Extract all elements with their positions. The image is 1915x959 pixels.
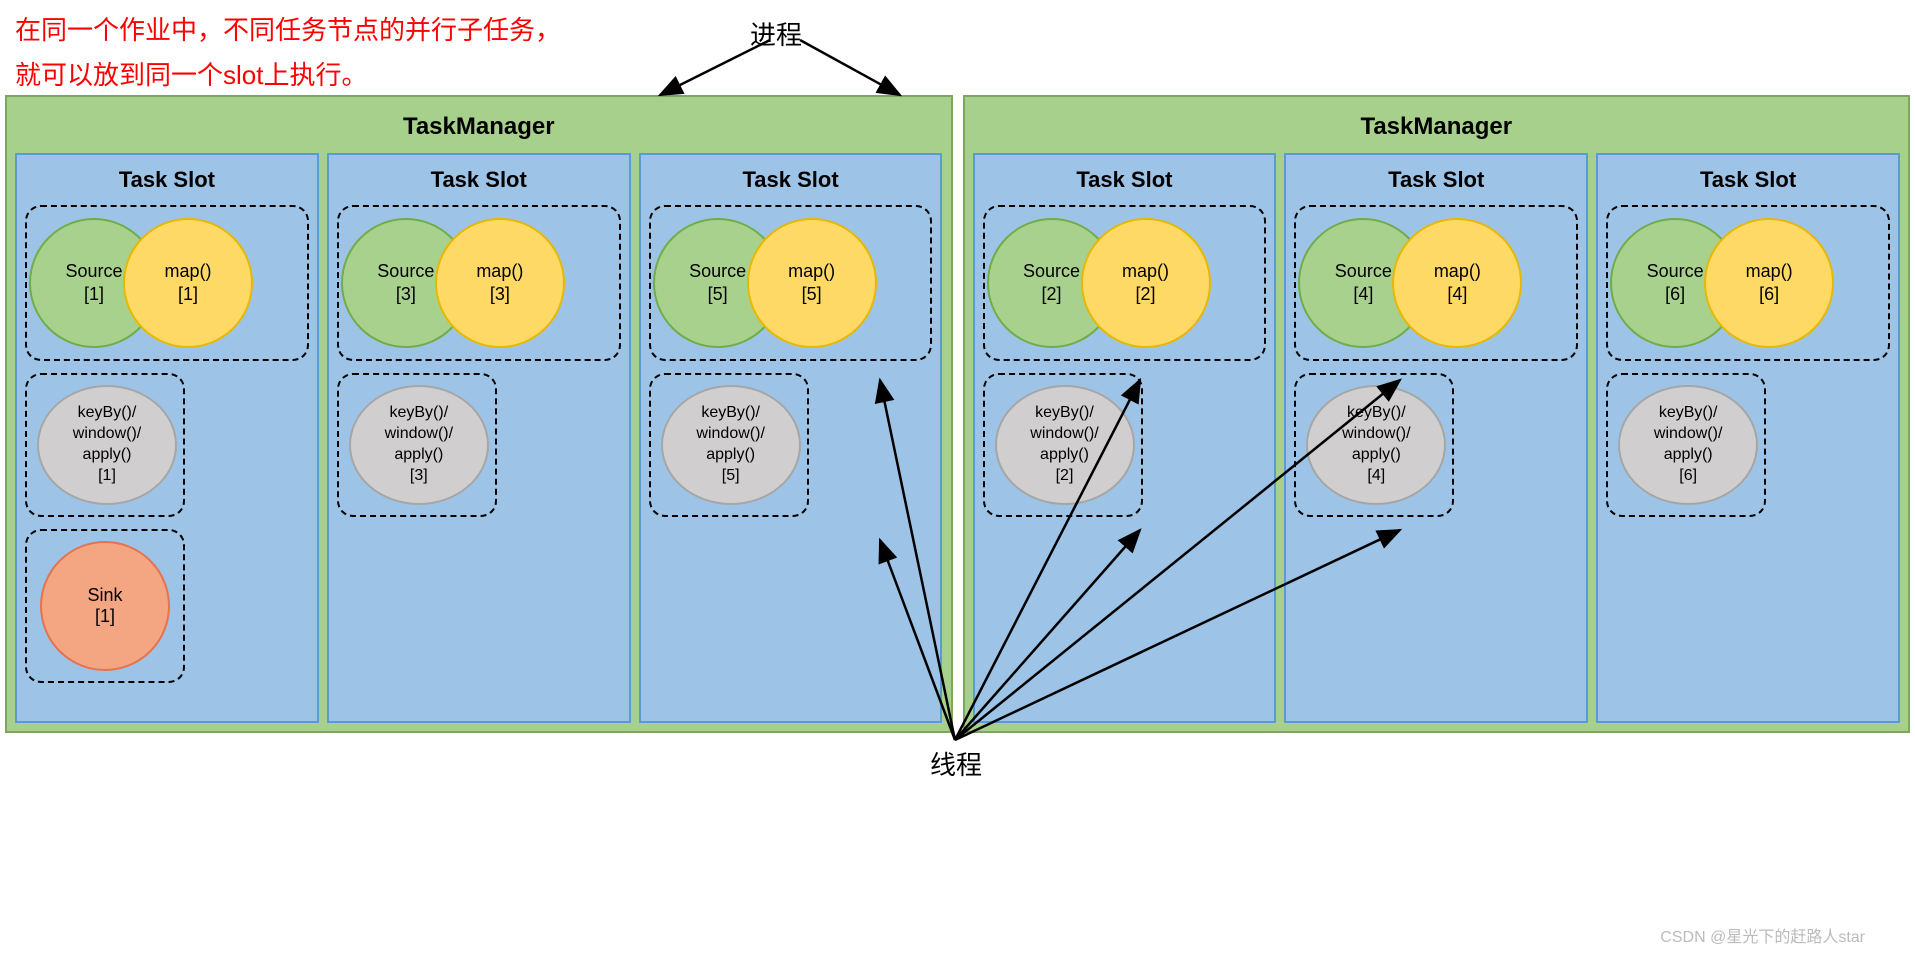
keyby-1: keyBy()/window()/apply()[1] [37, 385, 177, 505]
thread-label: 线程 [930, 745, 982, 782]
keyby-5: keyBy()/window()/apply()[5] [661, 385, 801, 505]
tm2-title: TaskManager [973, 105, 1901, 153]
slot1-sink-box: Sink[1] [25, 529, 185, 683]
slot4-title: Task Slot [1294, 163, 1578, 205]
slot2-title: Task Slot [983, 163, 1267, 205]
task-slot-2: Task Slot Source[2] map()[2] keyBy()/win… [973, 153, 1277, 723]
annotation-line1: 在同一个作业中，不同任务节点的并行子任务， [15, 10, 561, 52]
map-5: map()[5] [747, 218, 877, 348]
tm1-title: TaskManager [15, 105, 943, 153]
process-label: 进程 [750, 15, 802, 52]
slot1-keyby-box: keyBy()/window()/apply()[1] [25, 373, 185, 517]
map-6: map()[6] [1704, 218, 1834, 348]
slot1-chain-box: Source[1] map()[1] [25, 205, 309, 361]
diagram-container: TaskManager Task Slot Source[1] map()[1]… [5, 95, 1910, 733]
slot3-chain-box: Source[3] map()[3] [337, 205, 621, 361]
task-slot-6: Task Slot Source[6] map()[6] keyBy()/win… [1596, 153, 1900, 723]
sink-1: Sink[1] [40, 541, 170, 671]
watermark: CSDN @星光下的赶路人star [1660, 923, 1865, 947]
map-2: map()[2] [1081, 218, 1211, 348]
keyby-4: keyBy()/window()/apply()[4] [1306, 385, 1446, 505]
task-slot-1: Task Slot Source[1] map()[1] keyBy()/win… [15, 153, 319, 723]
task-manager-2: TaskManager Task Slot Source[2] map()[2]… [963, 95, 1911, 733]
slot4-chain-box: Source[4] map()[4] [1294, 205, 1578, 361]
map-1: map()[1] [123, 218, 253, 348]
slot1-title: Task Slot [25, 163, 309, 205]
slot5-title: Task Slot [649, 163, 933, 205]
slot6-title: Task Slot [1606, 163, 1890, 205]
slot5-chain-box: Source[5] map()[5] [649, 205, 933, 361]
keyby-6: keyBy()/window()/apply()[6] [1618, 385, 1758, 505]
task-slot-4: Task Slot Source[4] map()[4] keyBy()/win… [1284, 153, 1588, 723]
slot3-title: Task Slot [337, 163, 621, 205]
map-3: map()[3] [435, 218, 565, 348]
keyby-3: keyBy()/window()/apply()[3] [349, 385, 489, 505]
slot2-chain-box: Source[2] map()[2] [983, 205, 1267, 361]
slot2-keyby-box: keyBy()/window()/apply()[2] [983, 373, 1143, 517]
slot4-keyby-box: keyBy()/window()/apply()[4] [1294, 373, 1454, 517]
task-manager-1: TaskManager Task Slot Source[1] map()[1]… [5, 95, 953, 733]
keyby-2: keyBy()/window()/apply()[2] [995, 385, 1135, 505]
map-4: map()[4] [1392, 218, 1522, 348]
annotation-line2: 就可以放到同一个slot上执行。 [15, 55, 367, 97]
slot5-keyby-box: keyBy()/window()/apply()[5] [649, 373, 809, 517]
tm1-slots: Task Slot Source[1] map()[1] keyBy()/win… [15, 153, 943, 723]
slot6-keyby-box: keyBy()/window()/apply()[6] [1606, 373, 1766, 517]
slot6-chain-box: Source[6] map()[6] [1606, 205, 1890, 361]
task-slot-3: Task Slot Source[3] map()[3] keyBy()/win… [327, 153, 631, 723]
tm2-slots: Task Slot Source[2] map()[2] keyBy()/win… [973, 153, 1901, 723]
slot3-keyby-box: keyBy()/window()/apply()[3] [337, 373, 497, 517]
task-slot-5: Task Slot Source[5] map()[5] keyBy()/win… [639, 153, 943, 723]
